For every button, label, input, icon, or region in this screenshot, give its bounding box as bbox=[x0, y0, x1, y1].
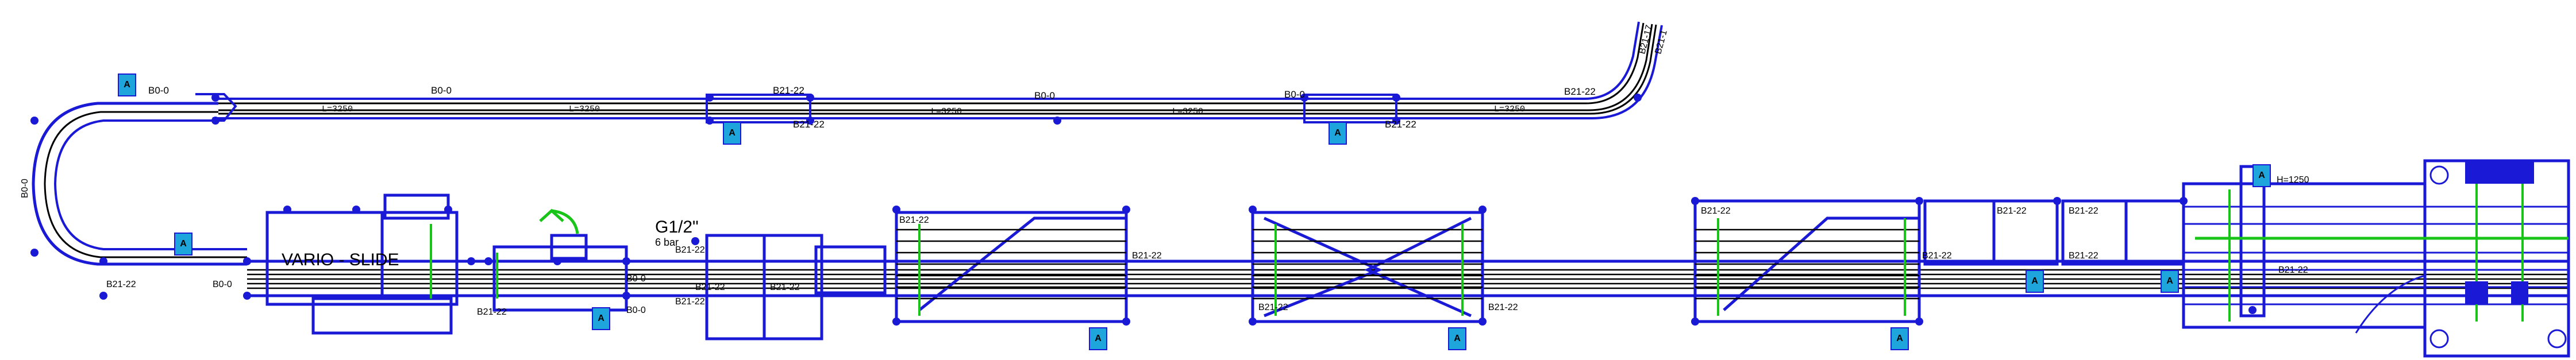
length-label: L=3250 bbox=[569, 104, 600, 114]
pressure-size: G1/2" bbox=[655, 218, 699, 237]
sensor-symbol: A bbox=[1095, 334, 1102, 343]
sensor-symbol: A bbox=[180, 239, 187, 249]
top-label: B21-22 bbox=[1564, 86, 1596, 97]
sensor-symbol: A bbox=[2166, 276, 2173, 286]
module-label: B21-22 bbox=[2069, 206, 2098, 216]
end-station bbox=[2182, 159, 2570, 358]
left-label: B0-0 bbox=[213, 280, 232, 289]
pneumatic-block bbox=[492, 208, 628, 312]
left-curve bbox=[32, 102, 247, 266]
sensor-icon: A bbox=[1089, 327, 1107, 350]
module-label: B21-22 bbox=[2278, 265, 2308, 275]
top-label: B21-22 bbox=[773, 85, 804, 96]
module-label: B21-22 bbox=[2069, 251, 2098, 261]
length-label: L=3250 bbox=[322, 104, 353, 114]
sensor-symbol: A bbox=[1896, 334, 1903, 343]
zone-label: B21-22 bbox=[477, 307, 507, 317]
merge-module-3 bbox=[1693, 199, 1921, 323]
left-label: B0-0 bbox=[20, 179, 30, 198]
merge-label: B21-22 bbox=[1132, 251, 1162, 261]
sensor-symbol: A bbox=[2258, 171, 2265, 180]
merge-label: B21-22 bbox=[1488, 303, 1518, 312]
top-label: B21-22 bbox=[793, 119, 825, 130]
station-markers bbox=[430, 224, 498, 299]
length-label: L=3250 bbox=[1172, 107, 1203, 117]
transfer-housing bbox=[705, 234, 887, 340]
top-label: B21-22 bbox=[1385, 119, 1416, 130]
merge-label: B21-22 bbox=[1258, 303, 1288, 312]
sensor-icon: A bbox=[2161, 270, 2179, 293]
sensor-icon: A bbox=[723, 122, 741, 145]
left-label: B21-22 bbox=[106, 280, 136, 289]
zone-label: B21-22 bbox=[695, 282, 725, 292]
merge-label: B21-22 bbox=[1922, 251, 1952, 261]
sensor-icon: A bbox=[1329, 122, 1347, 145]
merge-module-1 bbox=[895, 211, 1128, 323]
sensor-symbol: A bbox=[1454, 334, 1461, 343]
top-label: B0-0 bbox=[148, 85, 169, 96]
main-line-frame bbox=[247, 260, 2569, 297]
upper-conveyor bbox=[218, 22, 1657, 115]
merge-label: B21-22 bbox=[1701, 206, 1731, 216]
station-name: VARIO - SLIDE bbox=[282, 250, 399, 269]
sensor-icon: A bbox=[592, 307, 610, 330]
sensor-icon: A bbox=[174, 233, 192, 256]
top-label: B0-0 bbox=[1034, 90, 1055, 101]
sensor-symbol: A bbox=[124, 80, 130, 90]
sensor-icon: A bbox=[2252, 164, 2271, 187]
top-label: B0-0 bbox=[431, 85, 452, 96]
top-label: B0-0 bbox=[1284, 89, 1305, 100]
merge-module-2 bbox=[1251, 211, 1484, 323]
module-label: B21-22 bbox=[1997, 206, 2027, 216]
node-dots bbox=[30, 94, 2257, 326]
height-dimension: H=1250 bbox=[2277, 175, 2309, 185]
sensor-symbol: A bbox=[2031, 276, 2038, 286]
sensor-symbol: A bbox=[598, 313, 604, 323]
merge-label: B21-22 bbox=[899, 215, 929, 225]
sensor-icon: A bbox=[2026, 270, 2044, 293]
sensor-icon: A bbox=[1890, 327, 1909, 350]
sensor-icon: A bbox=[118, 73, 136, 96]
length-label: L=3250 bbox=[931, 107, 962, 117]
zone-label: B0-0 bbox=[626, 274, 646, 284]
zone-label: B21-22 bbox=[675, 245, 705, 255]
sensor-symbol: A bbox=[729, 128, 736, 138]
sensor-icon: A bbox=[1448, 327, 1466, 350]
upper-conveyor-frame bbox=[213, 21, 1663, 123]
pressure-value: 6 bar bbox=[655, 237, 679, 248]
zone-label: B21-22 bbox=[675, 297, 705, 307]
length-label: L=3250 bbox=[1494, 104, 1525, 114]
zone-label: B0-0 bbox=[626, 305, 646, 315]
sensor-symbol: A bbox=[1334, 128, 1341, 138]
zone-label: B21-22 bbox=[770, 282, 800, 292]
